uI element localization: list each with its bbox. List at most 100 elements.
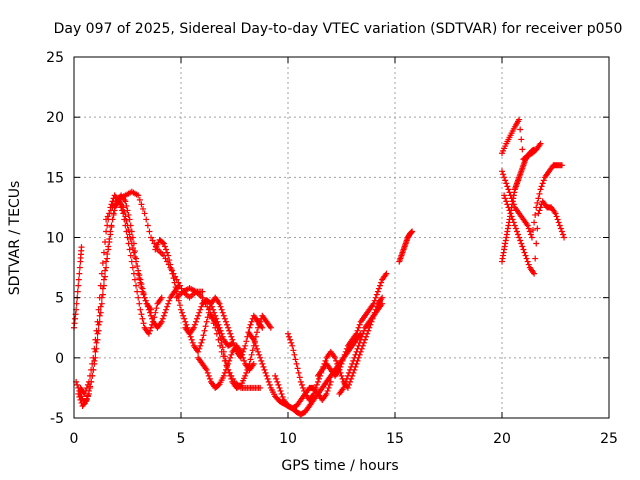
data-point [197,306,204,313]
data-point [160,312,167,319]
data-point [158,318,165,325]
data-point [106,210,113,217]
data-point [274,378,281,385]
data-point [149,237,156,244]
data-point [105,246,112,253]
data-point [371,297,378,304]
data-point [220,348,227,355]
data-point [540,177,547,184]
data-point [557,225,564,232]
data-point [196,309,203,316]
data-point [173,288,180,295]
data-point [512,225,519,232]
data-point [145,330,152,337]
data-point [169,270,176,277]
data-point [165,252,172,259]
data-point [129,234,136,241]
y-tick-label: 25 [46,50,64,66]
data-point [532,255,539,262]
data-point [228,340,235,347]
data-point [97,309,104,316]
data-point [127,222,134,229]
data-point [225,366,232,373]
data-point [216,300,223,307]
data-point [277,387,284,394]
data-point [74,381,81,388]
data-point [531,219,538,226]
data-point [236,383,243,390]
series-track-15 [336,300,386,397]
data-point [85,378,92,385]
data-point [255,348,262,355]
data-point [250,336,257,343]
data-point [519,243,526,250]
data-point [98,300,105,307]
data-point [528,234,535,241]
data-point [248,318,255,325]
data-point [217,303,224,310]
data-point [243,338,250,345]
data-point [299,384,306,391]
data-point [383,270,390,277]
data-point [74,288,81,295]
data-point [218,306,225,313]
data-point [334,360,341,367]
data-point [118,204,125,211]
data-point [161,309,168,316]
data-point [342,378,349,385]
data-point [379,294,386,301]
data-point [212,318,219,325]
data-point [246,324,253,331]
data-point [294,365,301,372]
data-point [248,351,255,358]
data-point [163,306,170,313]
data-point [252,342,259,349]
data-point [509,198,516,205]
data-point [499,168,505,175]
axis-ticks [73,56,610,419]
data-point [533,240,540,247]
data-point [159,315,166,322]
data-point [137,279,144,286]
data-point [125,240,132,247]
data-point [345,369,352,376]
data-point [262,369,269,376]
data-point [357,336,364,343]
data-point [272,372,279,379]
data-point [180,312,187,319]
data-point [96,312,103,319]
series-track-20 [501,192,568,277]
data-point [504,183,511,190]
data-point [104,255,111,262]
data-point [130,270,137,277]
data-point [323,390,330,397]
data-point [253,329,260,336]
data-point [256,321,263,328]
data-point [134,288,141,295]
data-point [107,231,114,238]
data-point [344,372,351,379]
data-point [166,297,173,304]
data-point [104,222,111,229]
data-point [95,321,102,328]
data-point [301,387,308,394]
data-point [150,318,157,325]
data-point [379,300,386,307]
data-point [508,195,515,202]
data-point [353,348,360,355]
data-point [75,390,82,397]
data-point [290,347,297,354]
data-point [128,258,135,265]
data-point [322,357,329,364]
data-point [131,276,138,283]
data-point [171,279,178,286]
data-point [162,255,169,262]
data-point [84,392,91,399]
data-point [181,315,188,322]
data-point [90,354,97,361]
data-point [524,222,531,229]
data-point [206,375,213,382]
data-point [81,390,88,397]
data-point [511,222,518,229]
data-point [206,299,213,306]
